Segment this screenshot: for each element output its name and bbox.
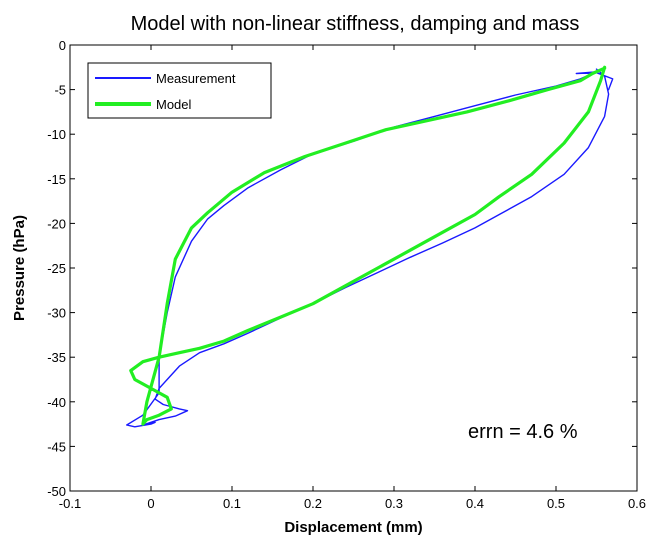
y-tick-label: -40	[47, 395, 66, 410]
legend: Measurement Model	[87, 62, 272, 119]
x-tick-label: 0.1	[223, 496, 241, 511]
legend-box	[87, 62, 272, 119]
y-axis-label: Pressure (hPa)	[11, 215, 28, 321]
y-tick-label: -50	[47, 484, 66, 499]
y-tick-label: -15	[47, 172, 66, 187]
x-tick-label: 0.2	[304, 496, 322, 511]
series-line-measurement	[125, 68, 614, 428]
chart-title: Model with non-linear stiffness, damping…	[131, 13, 580, 35]
y-tick-label: -30	[47, 306, 66, 321]
error-annotation: errn = 4.6 %	[468, 421, 578, 443]
legend-label-measurement: Measurement	[156, 71, 236, 86]
x-tick-label: 0.6	[628, 496, 646, 511]
x-tick-label: 0	[147, 496, 154, 511]
x-axis-label: Displacement (mm)	[284, 519, 422, 536]
y-tick-label: -20	[47, 216, 66, 231]
x-tick-label: 0.5	[547, 496, 565, 511]
y-tick-label: -45	[47, 439, 66, 454]
y-tick-label: -25	[47, 261, 66, 276]
y-tick-label: -10	[47, 127, 66, 142]
x-tick-label: -0.1	[59, 496, 81, 511]
plot-layer	[125, 65, 614, 428]
series-line-model	[129, 65, 607, 426]
x-tick-label: 0.3	[385, 496, 403, 511]
legend-label-model: Model	[156, 97, 192, 112]
y-tick-label: 0	[59, 38, 66, 53]
x-tick-label: 0.4	[466, 496, 484, 511]
y-tick-label: -5	[54, 83, 66, 98]
y-tick-label: -35	[47, 350, 66, 365]
ticks-layer: -0.1 0 0.1 0.2 0.3 0.4 0.5 0.6 0 -5 -10 -15 -20 -25 -3…	[47, 38, 646, 511]
